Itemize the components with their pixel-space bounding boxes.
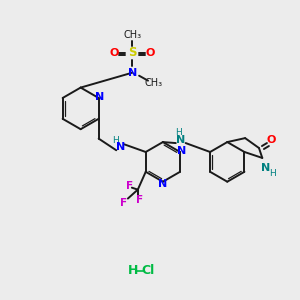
Text: F: F: [126, 181, 134, 191]
Text: N: N: [95, 92, 104, 102]
Text: N: N: [116, 142, 125, 152]
Text: H: H: [128, 264, 138, 278]
Text: CH₃: CH₃: [123, 30, 141, 40]
Text: F: F: [136, 194, 143, 205]
Text: N: N: [261, 163, 270, 173]
Text: H: H: [176, 128, 182, 137]
Text: N: N: [128, 68, 137, 78]
Text: CH₃: CH₃: [145, 78, 163, 88]
Text: H: H: [269, 169, 276, 178]
Text: N: N: [158, 179, 167, 189]
Text: H: H: [112, 136, 119, 145]
Text: F: F: [120, 199, 128, 208]
Text: S: S: [128, 46, 136, 59]
Text: O: O: [110, 48, 119, 58]
Text: O: O: [266, 135, 276, 145]
Text: Cl: Cl: [141, 264, 154, 278]
Text: N: N: [176, 135, 185, 145]
Text: O: O: [145, 48, 155, 58]
Text: N: N: [177, 146, 187, 156]
